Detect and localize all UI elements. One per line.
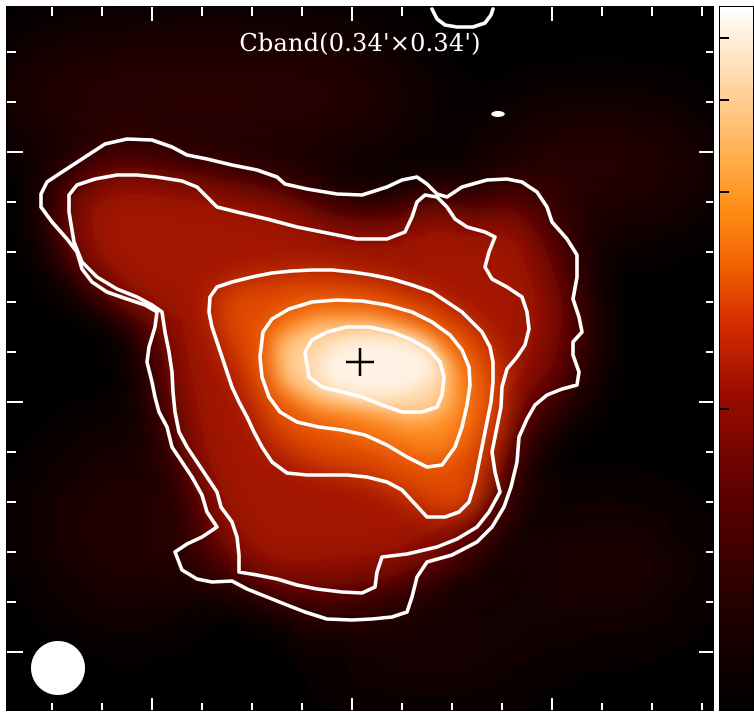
contour-level-3 — [207, 268, 495, 519]
axis-ticks — [7, 7, 713, 710]
contour-level-2 — [67, 173, 531, 595]
contour-level-4 — [258, 298, 472, 469]
colorbar — [719, 6, 754, 711]
contour-level-1 — [39, 137, 584, 622]
colorbar-tick — [720, 408, 729, 410]
image-panel: Cband(0.34'×0.34') — [6, 6, 714, 711]
beam-circle — [31, 641, 85, 695]
colorbar-tick — [720, 191, 729, 193]
contour-level-5 — [303, 325, 446, 414]
colorbar-tick — [720, 99, 729, 101]
colorbar-tick — [720, 37, 729, 39]
contours — [39, 7, 584, 622]
contour-top-fragment — [430, 7, 495, 29]
contour-small-blob — [491, 111, 505, 117]
emission-map — [7, 7, 713, 710]
plus-icon — [346, 348, 374, 376]
background-noise — [7, 27, 713, 697]
map-title: Cband(0.34'×0.34') — [239, 29, 481, 57]
